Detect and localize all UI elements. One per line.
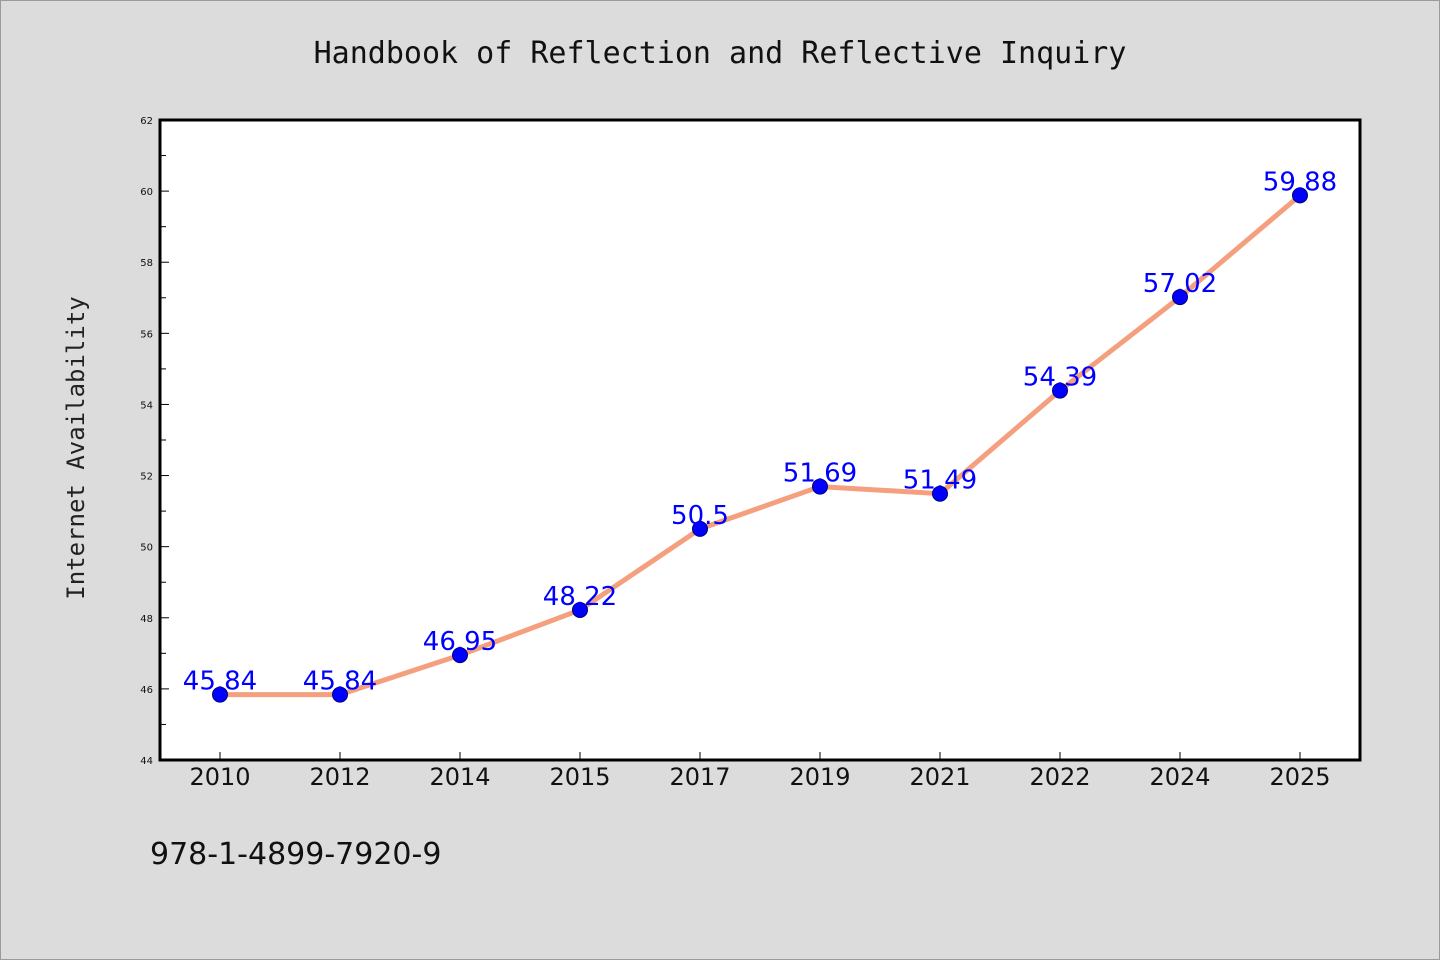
data-point	[932, 485, 948, 502]
x-tick-label: 2021	[909, 763, 970, 791]
x-tick-label: 2019	[789, 763, 850, 791]
y-tick-label: 62	[140, 116, 153, 127]
data-point	[1172, 289, 1188, 306]
data-point	[1292, 187, 1308, 204]
data-label: 45.84	[183, 667, 257, 697]
data-label: 45.84	[303, 667, 377, 697]
y-tick-label: 46	[140, 685, 153, 696]
y-tick-label: 48	[140, 614, 153, 625]
y-tick-label: 58	[140, 258, 153, 269]
x-tick-label: 2025	[1269, 763, 1330, 791]
series-line	[217, 192, 1303, 698]
data-point	[332, 686, 348, 703]
data-point	[212, 686, 228, 703]
x-tick-label: 2010	[189, 763, 250, 791]
data-label: 54.39	[1023, 363, 1097, 393]
data-point	[452, 647, 468, 664]
data-label-group: 45.84 45.84 46.95 48.22 50.5 51.69 51.49 54.39 5…	[183, 167, 1337, 696]
data-label: 48.22	[543, 582, 617, 612]
chart-title: Handbook of Reflection and Reflective In…	[314, 36, 1127, 71]
y-tick-label: 44	[140, 756, 153, 767]
y-tick-label: 60	[140, 187, 153, 198]
data-point	[572, 601, 588, 618]
plot-area	[158, 118, 1362, 762]
data-label: 51.49	[903, 466, 977, 496]
x-tick-label: 2014	[429, 763, 490, 791]
x-tick-label: 2012	[309, 763, 370, 791]
x-tick-label: 2015	[549, 763, 610, 791]
data-label: 46.95	[423, 627, 497, 657]
y-tick-label: 54	[140, 400, 153, 411]
data-point	[692, 520, 708, 537]
y-axis-label: Internet Availability	[62, 296, 90, 599]
data-label: 50.5	[671, 501, 729, 531]
x-axis: 2010 2012 2014 2015 2017 2019 2021 2022 2024 2025	[189, 752, 1331, 791]
y-tick-label: 56	[140, 329, 153, 340]
series-line-group	[212, 187, 1308, 703]
data-label: 57.02	[1143, 269, 1217, 299]
data-point	[812, 478, 828, 495]
data-point	[1052, 382, 1068, 399]
x-tick-label: 2022	[1029, 763, 1090, 791]
y-axis: 44 46 48 50 52 54 56 58 60 62	[140, 116, 169, 767]
data-label: 59.88	[1263, 167, 1337, 197]
x-tick-label: 2024	[1149, 763, 1210, 791]
data-label: 51.69	[783, 459, 857, 489]
x-tick-label: 2017	[669, 763, 730, 791]
isbn-text: 978-1-4899-7920-9	[150, 837, 441, 872]
y-tick-label: 50	[140, 543, 153, 554]
y-tick-label: 52	[140, 472, 153, 483]
